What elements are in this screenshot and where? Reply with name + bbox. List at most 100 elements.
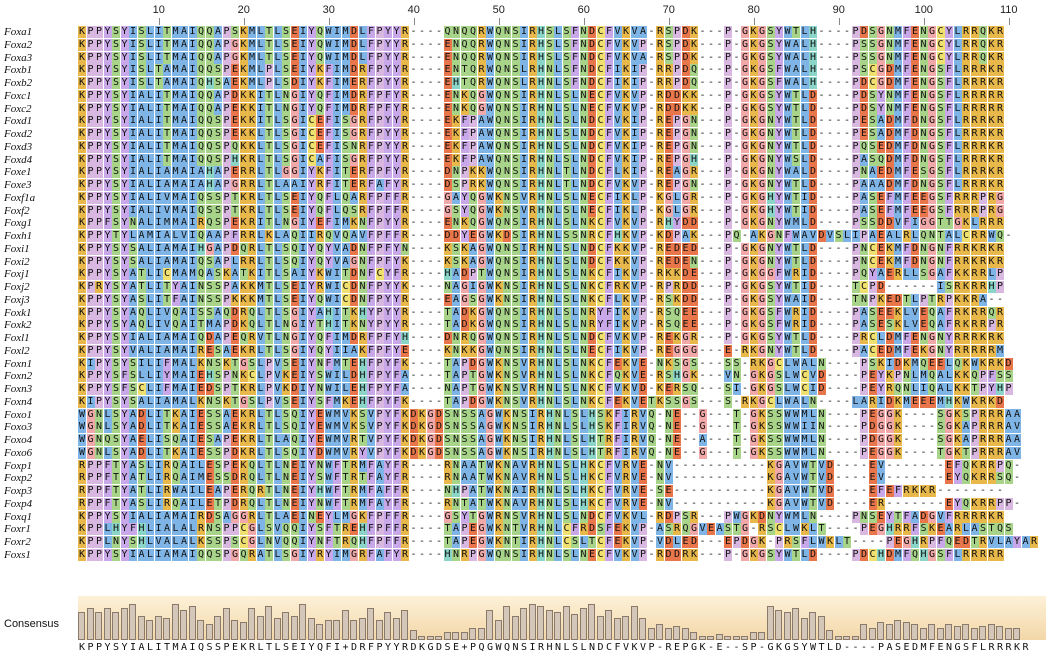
residue-cell: A bbox=[180, 115, 188, 128]
residue-cell: - bbox=[715, 230, 724, 242]
residue-cell: G bbox=[290, 140, 299, 153]
residue-cell: I bbox=[154, 421, 163, 434]
residue-cell: Q bbox=[239, 548, 248, 561]
residue-cell: D bbox=[231, 306, 239, 319]
residue-cell: P bbox=[95, 383, 103, 395]
residue-cell: A bbox=[163, 344, 171, 357]
residue-cell: R bbox=[987, 191, 996, 204]
residue-cell: R bbox=[996, 446, 1004, 459]
residue-cell: - bbox=[707, 64, 715, 77]
residue-cell: N bbox=[316, 383, 324, 395]
residue-cell: E bbox=[316, 408, 324, 421]
residue-cell: A bbox=[792, 166, 800, 179]
residue-cell: M bbox=[171, 370, 180, 383]
residue-cell: I bbox=[154, 38, 163, 51]
residue-cell: A bbox=[180, 128, 188, 140]
residue-cell: C bbox=[562, 536, 571, 548]
residue-cell: N bbox=[358, 255, 367, 268]
residue-cell: G bbox=[231, 51, 239, 64]
residue-cell: I bbox=[613, 319, 622, 332]
residue-cell: Y bbox=[324, 548, 333, 561]
residue-cell: S bbox=[112, 357, 120, 370]
residue-cell: A bbox=[460, 459, 469, 472]
residue-cell: C bbox=[868, 344, 877, 357]
residue-cell: L bbox=[953, 179, 962, 191]
residue-cell: T bbox=[265, 128, 273, 140]
residue-cell: E bbox=[197, 434, 205, 446]
consensus-residue: P bbox=[469, 642, 477, 653]
residue-cell: V bbox=[809, 230, 817, 242]
residue-cell: P bbox=[673, 510, 681, 523]
residue-cell: F bbox=[945, 191, 953, 204]
residue-cell: T bbox=[647, 395, 656, 408]
residue-cell: K bbox=[605, 408, 613, 421]
residue-cell: A bbox=[936, 306, 945, 319]
residue-cell: K bbox=[239, 370, 248, 383]
residue-cell: K bbox=[690, 230, 698, 242]
residue-cell: G bbox=[477, 191, 486, 204]
residue-cell: I bbox=[154, 281, 163, 293]
residue-cell: T bbox=[265, 26, 273, 38]
residue-cell: K bbox=[987, 51, 996, 64]
residue-cell: D bbox=[809, 191, 817, 204]
residue-cell: W bbox=[324, 497, 333, 510]
residue-cell: L bbox=[945, 370, 953, 383]
residue-cell: M bbox=[171, 153, 180, 166]
residue-cell: E bbox=[205, 344, 214, 357]
consensus-residue: + bbox=[461, 642, 468, 653]
residue-cell: K bbox=[953, 408, 962, 421]
residue-cell: - bbox=[707, 102, 715, 115]
residue-cell: S bbox=[460, 446, 469, 459]
residue-cell: L bbox=[800, 64, 809, 77]
residue-cell: N bbox=[545, 472, 554, 485]
consensus-bar bbox=[766, 606, 774, 640]
residue-cell: R bbox=[163, 485, 171, 497]
residue-cell: R bbox=[248, 166, 256, 179]
residue-cell: A bbox=[180, 306, 188, 319]
residue-cell: T bbox=[265, 140, 273, 153]
residue-cell: D bbox=[758, 510, 766, 523]
residue-cell: L bbox=[554, 77, 562, 89]
residue-cell: I bbox=[154, 166, 163, 179]
residue-cell: W bbox=[817, 536, 826, 548]
residue-cell: F bbox=[324, 140, 333, 153]
residue-cell: A bbox=[800, 357, 809, 370]
residue-cell: P bbox=[86, 179, 95, 191]
residue-cell: L bbox=[800, 153, 809, 166]
residue-cell: A bbox=[180, 536, 188, 548]
residue-cell: Q bbox=[469, 332, 477, 344]
residue-cell: S bbox=[562, 357, 571, 370]
residue-cell: S bbox=[112, 102, 120, 115]
residue-cell: L bbox=[146, 89, 154, 102]
consensus-histogram bbox=[78, 596, 1046, 640]
residue-cell: A bbox=[180, 548, 188, 561]
residue-cell: L bbox=[800, 179, 809, 191]
residue-cell: K bbox=[452, 115, 460, 128]
residue-cell: M bbox=[894, 102, 902, 115]
residue-cell: S bbox=[282, 293, 290, 306]
residue-cell: V bbox=[894, 217, 902, 230]
residue-cell: - bbox=[843, 332, 851, 344]
residue-cell: L bbox=[256, 536, 265, 548]
residue-cell: - bbox=[843, 548, 851, 561]
residue-cell: G bbox=[928, 548, 936, 561]
residue-cell: N bbox=[503, 536, 511, 548]
residue-cell: E bbox=[290, 281, 299, 293]
residue-cell: S bbox=[596, 523, 605, 536]
residue-cell: P bbox=[639, 536, 647, 548]
residue-cell: - bbox=[707, 510, 715, 523]
residue-cell: F bbox=[605, 497, 613, 510]
residue-cell: - bbox=[996, 293, 1004, 306]
residue-cell: P bbox=[724, 51, 732, 64]
residue-cell: L bbox=[800, 166, 809, 179]
residue-cell: I bbox=[154, 293, 163, 306]
residue-cell: K bbox=[494, 357, 503, 370]
residue-cell: Q bbox=[205, 51, 214, 64]
residue-cell: G bbox=[460, 293, 469, 306]
residue-cell: S bbox=[562, 306, 571, 319]
residue-cell: Q bbox=[197, 191, 205, 204]
residue-cell: I bbox=[188, 306, 197, 319]
residue-cell: N bbox=[95, 434, 103, 446]
